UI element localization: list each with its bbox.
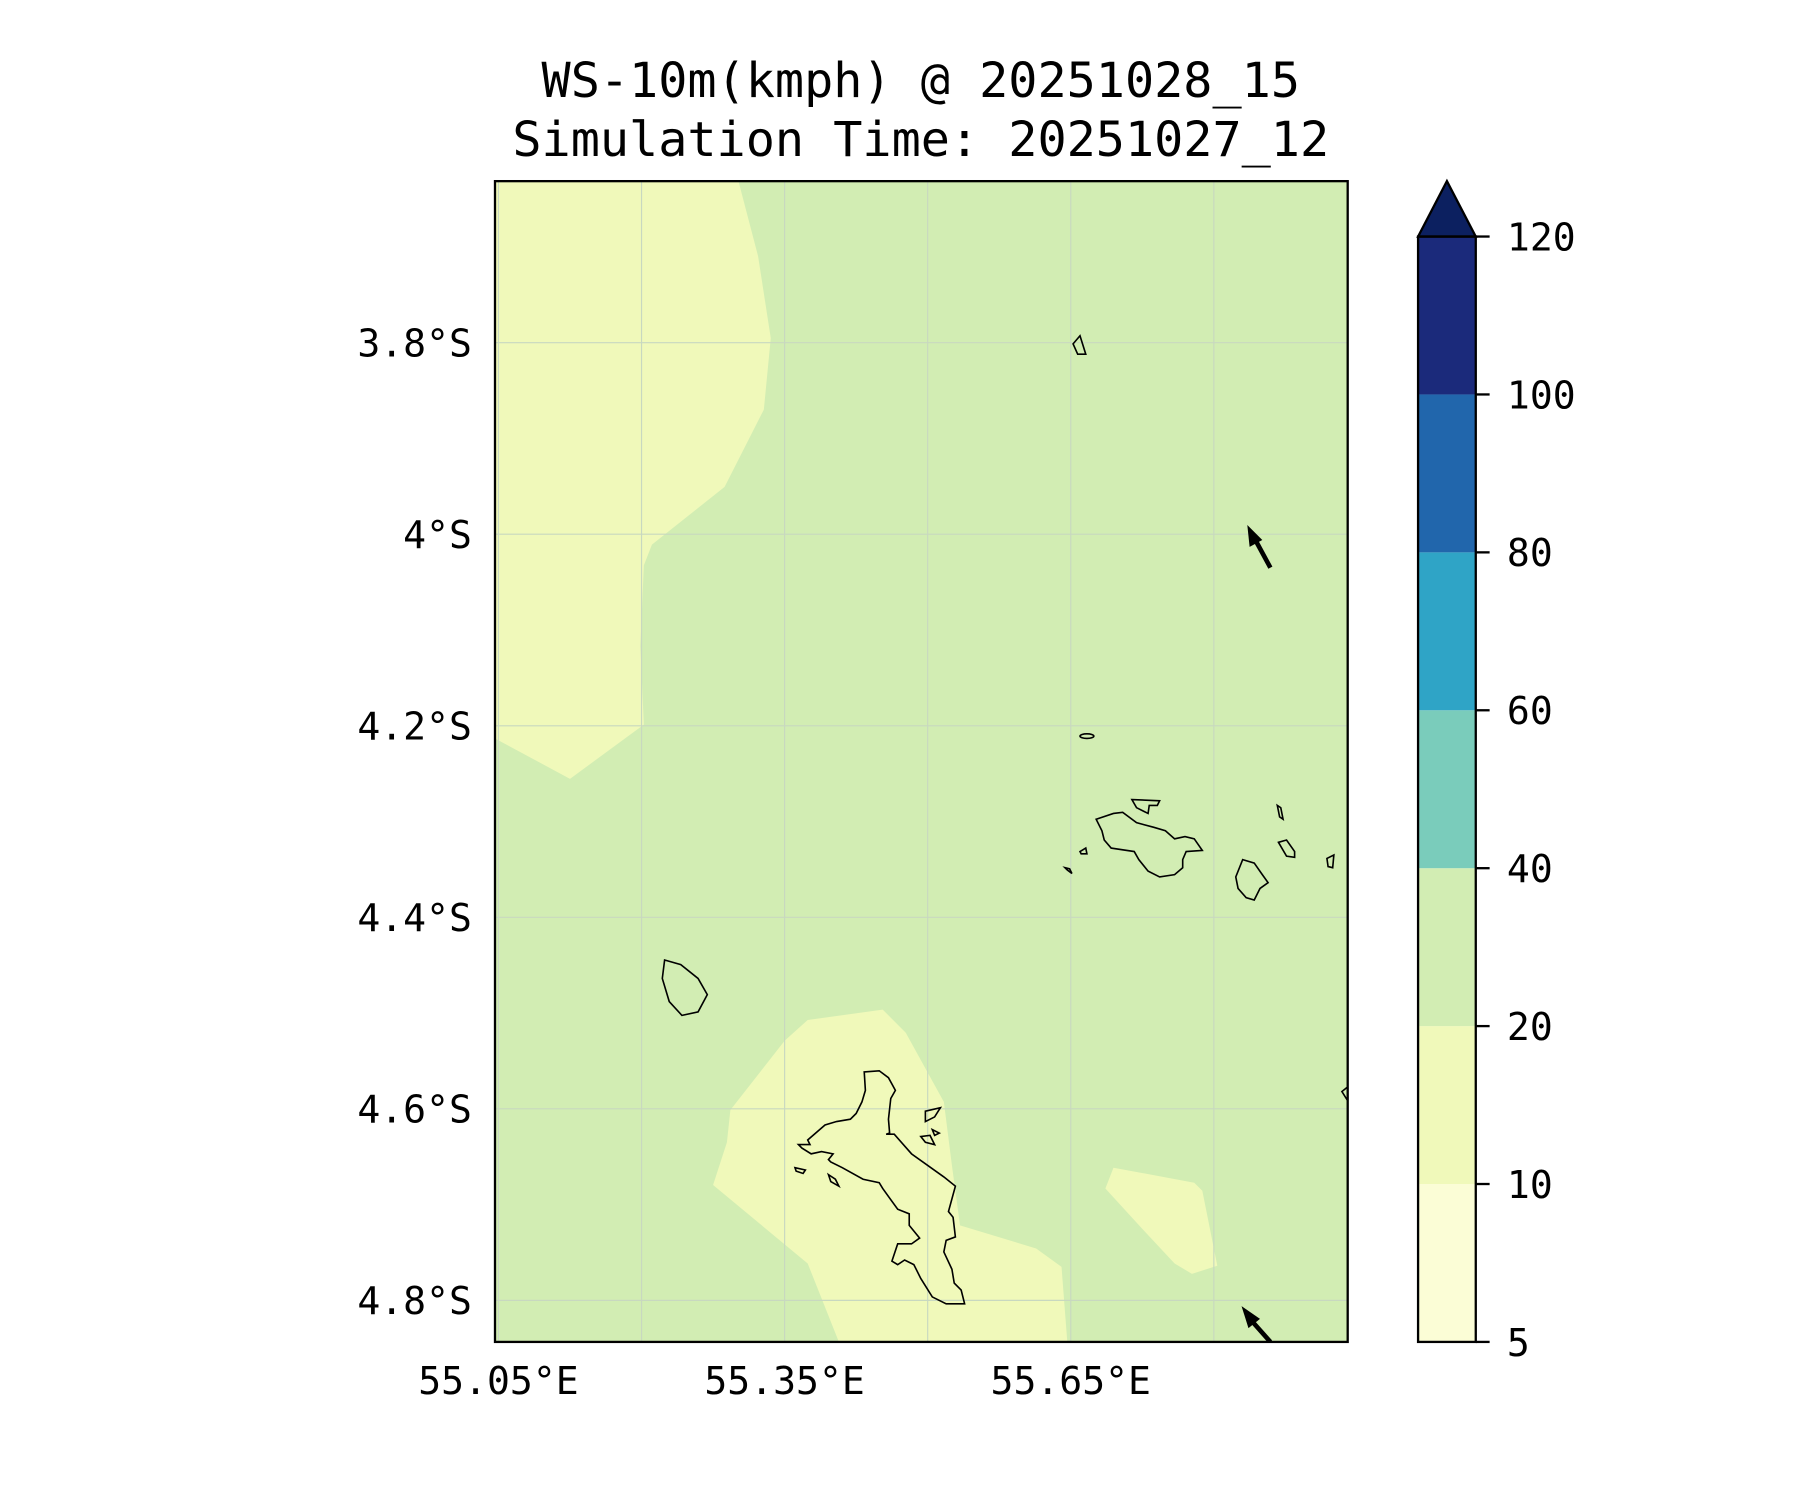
colorbar-tick-label: 20 <box>1507 1005 1553 1049</box>
island-bird <box>1072 334 1087 356</box>
coastlines <box>661 334 1348 1305</box>
colorbar-tick-label: 40 <box>1507 847 1553 891</box>
y-tick-label: 4.2°S <box>357 705 472 749</box>
colorbar-segment <box>1418 710 1476 869</box>
island-mahe <box>796 1069 966 1305</box>
colorbar-tick-label: 10 <box>1507 1163 1553 1207</box>
colorbar-frame <box>1416 235 1477 1344</box>
island-small <box>1062 866 1073 875</box>
island-small <box>1326 853 1335 869</box>
island-praslin <box>1095 811 1204 878</box>
colorbar-segment <box>1418 1184 1476 1342</box>
colorbar-segment <box>1418 1026 1476 1185</box>
contour-region-10-20-northwest <box>494 181 771 779</box>
chart-title-line1: WS-10m(kmph) @ 20251028_15 <box>542 53 1300 109</box>
colorbar-segment <box>1418 236 1476 395</box>
y-tick-label: 4.6°S <box>357 1088 472 1132</box>
colorbar-tick-label: 5 <box>1507 1321 1530 1365</box>
y-tick-label: 4°S <box>403 513 472 557</box>
colorbar-tick-label: 120 <box>1507 215 1576 259</box>
y-tick-label: 4.4°S <box>357 896 472 940</box>
y-axis: 3.8°S 4°S 4.2°S 4.4°S 4.6°S 4.8°S <box>357 322 472 1324</box>
y-tick-label: 3.8°S <box>357 322 472 366</box>
island-silhouette <box>661 958 709 1017</box>
colorbar-tick-label: 100 <box>1507 373 1576 417</box>
x-tick-label: 55.05°E <box>418 1359 578 1403</box>
colorbar-extend-arrow <box>1416 178 1478 238</box>
plot-area <box>494 181 1348 1342</box>
island-small <box>1078 846 1088 855</box>
chart-title-line2: Simulation Time: 20251027_12 <box>512 112 1329 168</box>
x-tick-label: 55.65°E <box>991 1359 1151 1403</box>
contour-region-10-20-mahe <box>713 1009 1068 1342</box>
colorbar-segment <box>1418 552 1476 711</box>
wind-arrow <box>1247 525 1273 569</box>
island-la-digue <box>1234 858 1270 901</box>
island-curieuse <box>1130 798 1161 815</box>
plot-frame <box>493 179 1349 1344</box>
x-tick-label: 55.35°E <box>704 1359 864 1403</box>
island-small <box>919 1134 937 1146</box>
colorbar-tick-label: 80 <box>1507 531 1553 575</box>
wind-vectors <box>1241 525 1273 1342</box>
island-small <box>1079 733 1095 740</box>
island-small <box>826 1172 841 1189</box>
island-small <box>930 1127 942 1137</box>
y-tick-label: 4.8°S <box>357 1279 472 1323</box>
contour-region-10-20-southeast <box>1105 1167 1218 1274</box>
x-axis: 55.05°E 55.35°E 55.65°E <box>418 1359 1151 1403</box>
colorbar-tick-label: 60 <box>1507 689 1553 733</box>
island-small <box>1277 839 1296 859</box>
island-small <box>793 1166 807 1175</box>
colorbar: 5 10 20 40 60 80 100 120 <box>1416 178 1576 1365</box>
colorbar-segment <box>1418 868 1476 1027</box>
island-small <box>924 1106 943 1123</box>
wind-arrow <box>1241 1306 1273 1342</box>
island-small <box>1276 803 1285 821</box>
gridlines <box>494 181 1348 1342</box>
island-small <box>1340 1085 1348 1103</box>
colorbar-segment <box>1418 394 1476 553</box>
